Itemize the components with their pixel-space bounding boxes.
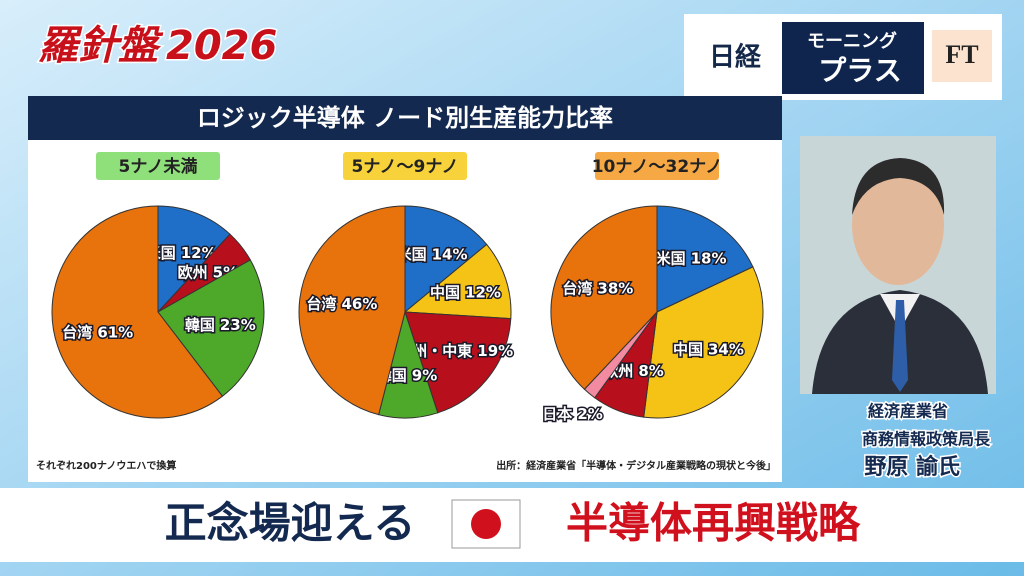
pie-slice [643, 266, 764, 419]
data-label: 中国 12% [430, 283, 501, 301]
panel-source: 出所：経済産業省「半導体・デジタル産業戦略の現状と今後」 [496, 459, 776, 472]
data-label-value: 38% [597, 279, 633, 297]
program-name: 羅針盤 [38, 23, 164, 69]
data-label: 中国 34% [673, 340, 744, 358]
data-label-value: 23% [220, 315, 256, 333]
panel-note: それぞれ200ナノウエハで換算 [36, 459, 176, 472]
program-title: 羅針盤 2026 [38, 23, 277, 69]
data-label-value: 2% [577, 405, 602, 423]
data-label-value: 14% [432, 245, 468, 263]
logo-right: FT [945, 40, 978, 69]
pie-slice [51, 205, 224, 419]
data-label-value: 46% [341, 295, 377, 313]
chart-title: 5ナノ〜9ナノ [352, 157, 459, 177]
data-label-category: 台湾 [306, 295, 336, 313]
data-label: 日本 2% [542, 405, 602, 423]
pie-slice [404, 205, 488, 314]
pie-slice [656, 205, 754, 313]
data-label: 米国 18% [656, 249, 727, 267]
data-label-value: 34% [708, 340, 744, 358]
data-label-value: 9% [412, 366, 437, 384]
data-label-category: 米国 [656, 249, 686, 267]
data-label: 台湾 46% [306, 295, 377, 313]
pie-slice [403, 243, 512, 320]
logo-middle-top: モーニング [807, 30, 897, 52]
program-year: 2026 [166, 23, 277, 69]
data-label-category: 欧州 [178, 263, 208, 281]
caption-right: 半導体再興戦略 [566, 499, 861, 548]
data-label-value: 19% [477, 341, 513, 359]
person-name: 野原 諭氏 [864, 454, 960, 480]
person-photo [800, 136, 996, 394]
data-label: 台湾 61% [62, 323, 133, 341]
logo-left: 日経 [709, 42, 762, 73]
chart-title-bg [595, 152, 719, 180]
data-label-value: 8% [638, 362, 663, 380]
person-org: 経済産業省 [868, 402, 948, 421]
data-label-category: 中国 [673, 340, 703, 358]
chart-title: 5ナノ未満 [119, 156, 198, 177]
data-label: 台湾 38% [562, 279, 633, 297]
panel-title: ロジック半導体 ノード別生産能力比率 [197, 104, 613, 132]
pie-slice [404, 311, 512, 414]
data-label-value: 61% [97, 323, 133, 341]
caption-left: 正念場迎える [165, 499, 416, 548]
pie-slice [157, 205, 231, 314]
data-label-category: 中国 [430, 283, 460, 301]
data-label: 米国 14% [397, 245, 468, 263]
pie-slice [298, 205, 406, 416]
chart-title-bg [96, 152, 220, 180]
data-label-value: 12% [465, 283, 501, 301]
pie-slice [157, 259, 265, 397]
logo-middle-bottom: プラス [818, 54, 901, 87]
pie-slice [550, 205, 658, 390]
data-label-category: 韓国 [185, 315, 215, 333]
data-label-value: 18% [691, 249, 727, 267]
logo: 日経 モーニング プラス FT [684, 14, 1002, 100]
data-label-category: 日本 [542, 405, 572, 423]
chart-title-bg [343, 152, 467, 180]
person-role: 商務情報政策局長 [862, 430, 991, 449]
data-label: 韓国 23% [185, 315, 256, 333]
chart-title: 10ナノ〜32ナノ [592, 157, 723, 177]
data-label-category: 台湾 [62, 323, 92, 341]
caption-bar: 正念場迎える 半導体再興戦略 [0, 488, 1024, 562]
data-label-category: 台湾 [562, 279, 592, 297]
